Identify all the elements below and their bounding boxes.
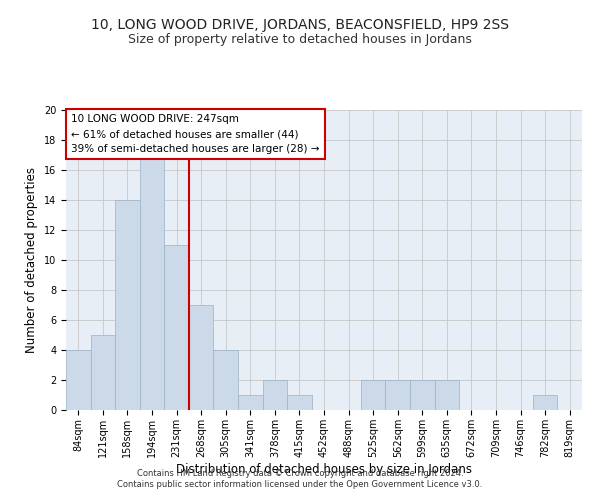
Bar bbox=[385, 380, 410, 410]
Text: Contains public sector information licensed under the Open Government Licence v3: Contains public sector information licen… bbox=[118, 480, 482, 489]
Bar bbox=[238, 395, 263, 410]
Text: 10, LONG WOOD DRIVE, JORDANS, BEACONSFIELD, HP9 2SS: 10, LONG WOOD DRIVE, JORDANS, BEACONSFIE… bbox=[91, 18, 509, 32]
Bar bbox=[434, 380, 459, 410]
Bar bbox=[189, 305, 214, 410]
Y-axis label: Number of detached properties: Number of detached properties bbox=[25, 167, 38, 353]
Bar bbox=[115, 200, 140, 410]
Bar bbox=[410, 380, 434, 410]
Bar bbox=[287, 395, 312, 410]
Bar bbox=[361, 380, 385, 410]
Bar bbox=[263, 380, 287, 410]
Bar bbox=[164, 245, 189, 410]
Text: 10 LONG WOOD DRIVE: 247sqm
← 61% of detached houses are smaller (44)
39% of semi: 10 LONG WOOD DRIVE: 247sqm ← 61% of deta… bbox=[71, 114, 320, 154]
Bar bbox=[91, 335, 115, 410]
Bar bbox=[66, 350, 91, 410]
X-axis label: Distribution of detached houses by size in Jordans: Distribution of detached houses by size … bbox=[176, 462, 472, 475]
Text: Size of property relative to detached houses in Jordans: Size of property relative to detached ho… bbox=[128, 32, 472, 46]
Bar bbox=[214, 350, 238, 410]
Bar bbox=[533, 395, 557, 410]
Bar bbox=[140, 155, 164, 410]
Text: Contains HM Land Registry data © Crown copyright and database right 2024.: Contains HM Land Registry data © Crown c… bbox=[137, 468, 463, 477]
